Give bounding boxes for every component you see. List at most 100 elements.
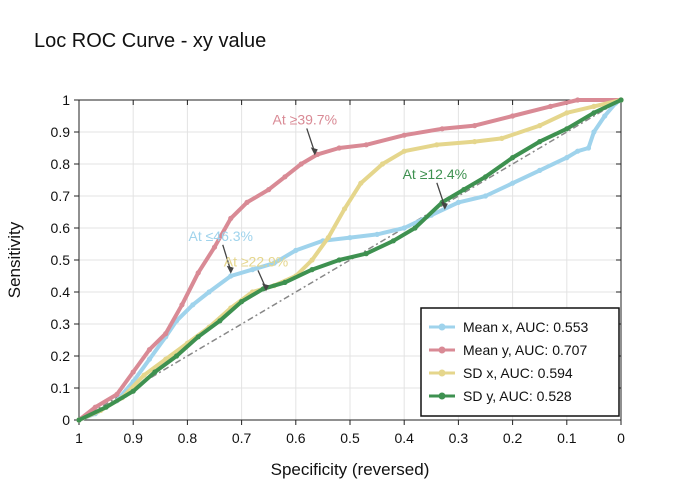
legend-swatch-marker [438, 369, 446, 377]
series-point-1 [146, 356, 153, 362]
y-tick-label: 0.5 [51, 252, 71, 268]
series-point-1 [271, 260, 277, 266]
series-point-1 [537, 167, 543, 173]
series-point-1 [575, 148, 581, 154]
y-axis-title: Sensitivity [5, 221, 24, 298]
legend-label: SD y, AUC: 0.528 [463, 388, 572, 404]
y-tick-label: 0 [62, 412, 70, 428]
series-point-2 [547, 103, 554, 109]
series-line-2 [77, 98, 623, 422]
x-tick-label: 0.6 [286, 430, 306, 446]
annotation-arrowhead [261, 283, 269, 292]
series-point-3 [309, 257, 315, 263]
series-point-3 [472, 139, 478, 145]
x-tick-label: 0.7 [232, 430, 252, 446]
series-point-4 [390, 238, 396, 244]
series-point-3 [537, 123, 543, 129]
annotation-label: At ≤46.3% [189, 228, 254, 244]
series-point-1 [228, 273, 234, 279]
series-point-4 [152, 369, 158, 375]
series-point-2 [92, 404, 98, 410]
series-point-2 [114, 391, 120, 397]
series-point-1 [564, 155, 570, 161]
series-point-4 [217, 318, 223, 324]
series-point-1 [455, 199, 461, 205]
series-point-2 [439, 126, 445, 132]
series-point-4 [591, 110, 597, 116]
series-point-3 [379, 161, 386, 167]
legend-swatch-marker [438, 346, 446, 354]
y-tick-label: 0.7 [51, 188, 71, 204]
series-point-3 [341, 206, 348, 212]
series-point-3 [358, 180, 364, 186]
series-point-1 [509, 180, 516, 186]
series-point-2 [509, 113, 516, 119]
x-tick-label: 0.9 [123, 430, 143, 446]
series-point-2 [298, 161, 304, 167]
annotation-arrow [222, 244, 232, 271]
series-point-4 [336, 257, 342, 263]
y-tick-label: 0.2 [51, 348, 71, 364]
series-point-4 [282, 279, 288, 285]
series-point-4 [130, 388, 136, 394]
legend-swatch-marker [438, 392, 446, 400]
series-point-1 [602, 113, 608, 119]
x-tick-label: 0.4 [394, 430, 414, 446]
series-point-2 [244, 199, 250, 205]
series-point-3 [591, 103, 597, 109]
series-point-4 [482, 174, 489, 180]
annotation-label: At ≥22.9% [224, 253, 289, 269]
series-point-3 [141, 372, 147, 378]
series-point-1 [293, 247, 299, 253]
series-point-3 [401, 148, 407, 154]
y-tick-label: 0.3 [51, 316, 71, 332]
legend-label: SD x, AUC: 0.594 [463, 365, 573, 381]
y-tick-label: 0.4 [51, 284, 71, 300]
legend-swatch-marker [438, 323, 446, 331]
series-point-2 [401, 132, 407, 138]
y-tick-label: 1 [62, 92, 70, 108]
series-point-1 [374, 231, 380, 237]
series-point-1 [401, 225, 407, 231]
series-point-2 [266, 187, 272, 193]
series-point-3 [163, 356, 169, 362]
series-point-4 [537, 139, 543, 145]
series-point-1 [482, 193, 489, 199]
series-point-2 [314, 151, 321, 157]
y-tick-label: 0.8 [51, 156, 71, 172]
x-tick-label: 0.2 [503, 430, 523, 446]
y-tick-label: 0.1 [51, 380, 71, 396]
series-point-4 [564, 126, 570, 132]
series-point-2 [179, 302, 185, 308]
series-point-4 [173, 353, 180, 359]
series-point-1 [347, 235, 353, 241]
series-point-3 [499, 135, 505, 141]
annotation-arrowhead [440, 201, 448, 210]
x-tick-label: 0 [617, 430, 625, 446]
series-point-3 [325, 235, 331, 241]
series-point-2 [130, 369, 136, 375]
series-point-2 [163, 331, 169, 337]
series-point-4 [195, 334, 201, 340]
x-tick-label: 0.1 [557, 430, 577, 446]
x-tick-label: 1 [75, 430, 83, 446]
annotation-label: At ≥39.7% [273, 111, 338, 127]
x-tick-label: 0.8 [178, 430, 198, 446]
series-point-4 [76, 417, 82, 423]
series-point-4 [103, 404, 109, 410]
legend-label: Mean y, AUC: 0.707 [463, 342, 587, 358]
series-point-4 [239, 299, 245, 305]
series-point-2 [336, 145, 342, 151]
series-point-4 [412, 225, 418, 231]
series-point-4 [618, 97, 624, 103]
series-point-4 [363, 251, 369, 257]
series-line-3 [77, 98, 623, 422]
series-point-2 [282, 174, 288, 180]
y-tick-label: 0.6 [51, 220, 71, 236]
series-point-4 [509, 155, 516, 161]
series-point-2 [228, 215, 234, 221]
series-point-2 [363, 142, 369, 148]
chart-title: Loc ROC Curve - xy value [34, 30, 267, 52]
series-point-1 [585, 145, 592, 151]
